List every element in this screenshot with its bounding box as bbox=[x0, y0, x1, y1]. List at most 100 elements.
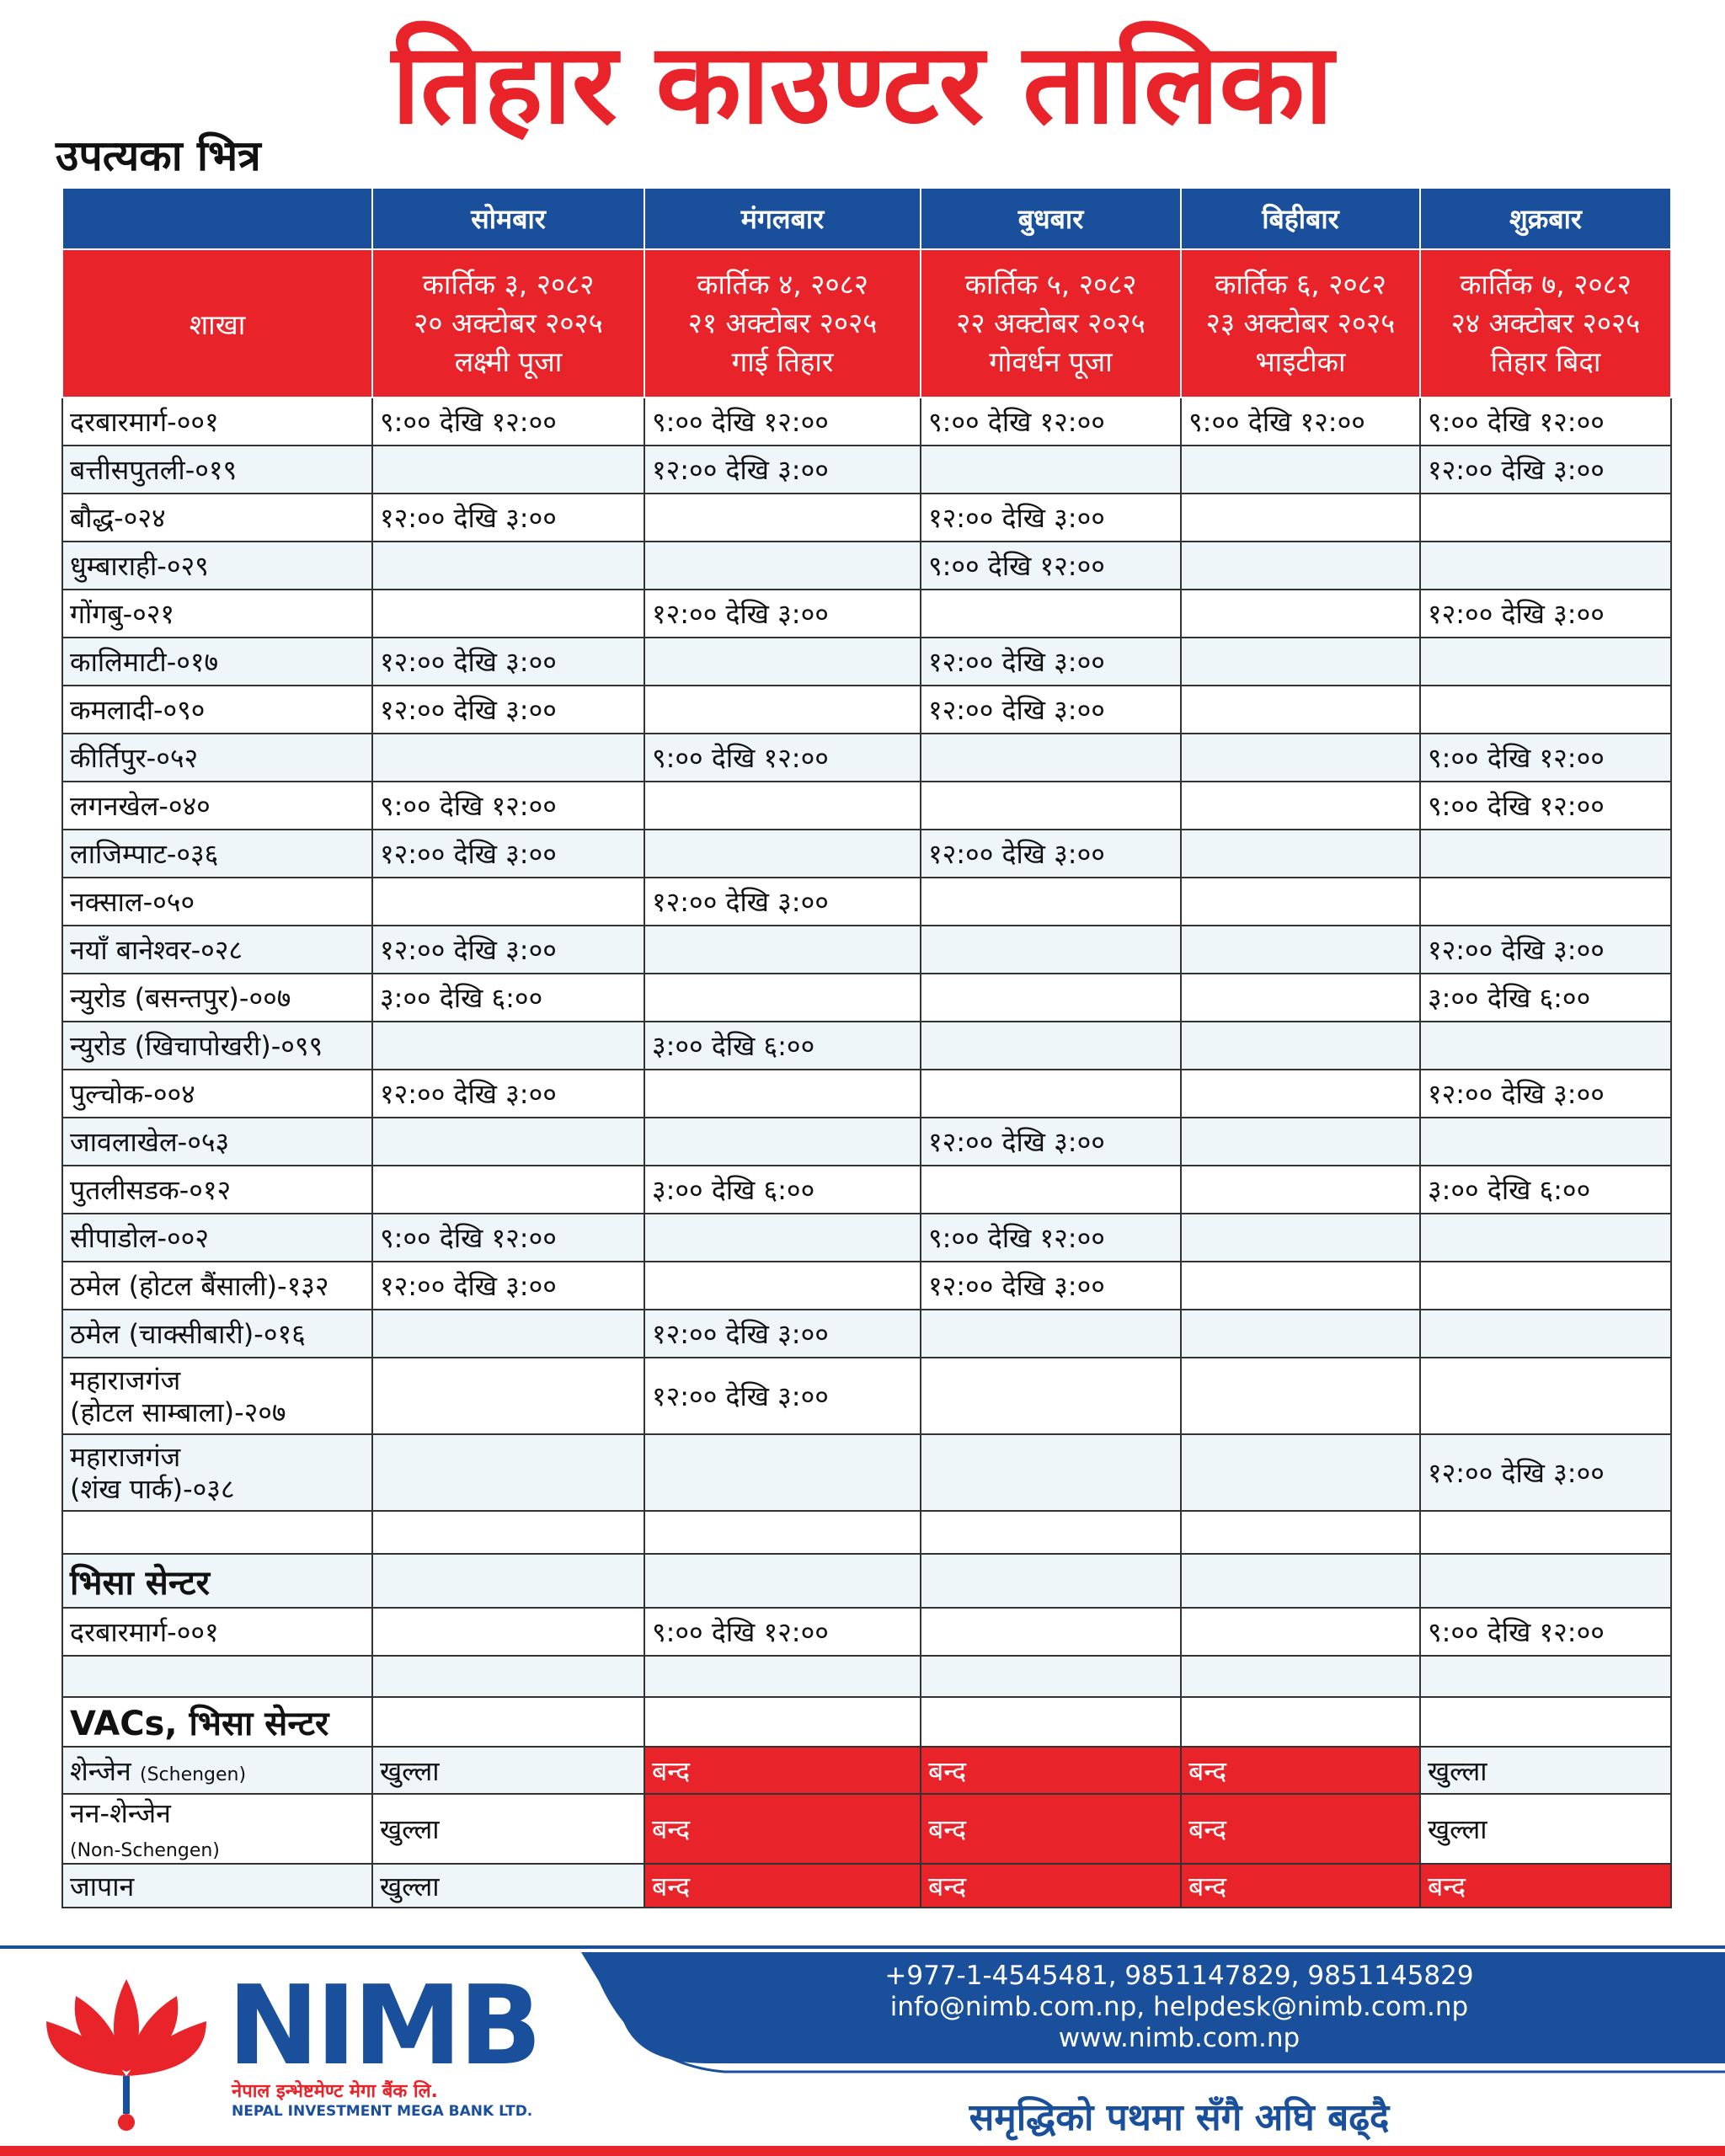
empty-cell bbox=[644, 637, 921, 686]
date-line: २१ अक्टोबर २०२५ bbox=[687, 307, 878, 339]
table-row: धुम्बाराही-०२९ ९:०० देखि १२:०० bbox=[61, 541, 1672, 590]
branch-name: बौद्ध-०२४ bbox=[61, 493, 373, 542]
empty-cell bbox=[1180, 781, 1421, 830]
time-cell: ३:०० देखि ६:०० bbox=[644, 1021, 921, 1070]
empty-cell bbox=[644, 1433, 921, 1512]
empty-cell bbox=[1180, 1069, 1421, 1118]
branch-name: कालिमाटी-०१७ bbox=[61, 637, 373, 686]
empty-cell bbox=[920, 877, 1182, 926]
table-row bbox=[61, 1510, 1672, 1555]
table-row: पुतलीसडक-०१२ ३:०० देखि ६:०० ३:०० देखि ६:०० bbox=[61, 1165, 1672, 1214]
time-cell: १२:०० देखि ३:०० bbox=[1419, 925, 1672, 974]
empty-cell bbox=[1180, 685, 1421, 734]
empty-cell bbox=[1180, 1117, 1421, 1166]
status-cell: खुल्ला bbox=[1419, 1793, 1672, 1865]
date-header: कार्तिक ७, २०८२ २४ अक्टोबर २०२५ तिहार बिदा bbox=[1419, 248, 1672, 398]
empty-cell bbox=[61, 1655, 373, 1698]
time-cell: १२:०० देखि ३:०० bbox=[371, 493, 645, 542]
time-cell: १२:०० देखि ३:०० bbox=[644, 589, 921, 638]
status-cell: खुल्ला bbox=[371, 1863, 645, 1908]
time-cell: १२:०० देखि ३:०० bbox=[371, 925, 645, 974]
empty-cell bbox=[371, 1433, 645, 1512]
empty-cell bbox=[1180, 1696, 1421, 1748]
branch-header: शाखा bbox=[61, 248, 373, 398]
website: www.nimb.com.np bbox=[1058, 2023, 1300, 2053]
empty-cell bbox=[1419, 541, 1672, 590]
status-cell: बन्द bbox=[1180, 1793, 1421, 1865]
empty-cell bbox=[371, 589, 645, 638]
table-row: जावलाखेल-०५३ १२:०० देखि ३:०० bbox=[61, 1117, 1672, 1166]
empty-cell bbox=[920, 589, 1182, 638]
empty-cell bbox=[1419, 877, 1672, 926]
time-cell: १२:०० देखि ३:०० bbox=[644, 1309, 921, 1358]
empty-cell bbox=[644, 685, 921, 734]
empty-cell bbox=[1180, 877, 1421, 926]
empty-cell bbox=[371, 1309, 645, 1358]
footer-rule bbox=[0, 1945, 1725, 1949]
bank-name-np: नेपाल इन्भेष्टमेण्ट मेगा बैंक लि. bbox=[232, 2081, 438, 2102]
empty-cell bbox=[1419, 1655, 1672, 1698]
empty-cell bbox=[1180, 1021, 1421, 1070]
table-row: नन-शेन्जेन (Non-Schengen) खुल्ला बन्द बन्द बन… bbox=[61, 1793, 1672, 1865]
empty-cell bbox=[1419, 1213, 1672, 1262]
time-cell: १२:०० देखि ३:०० bbox=[644, 445, 921, 494]
empty-cell bbox=[920, 1021, 1182, 1070]
branch-name: कमलादी-०९० bbox=[61, 685, 373, 734]
empty-cell bbox=[920, 973, 1182, 1022]
branch-name: महाराजगंज (शंख पार्क)-०३८ bbox=[61, 1433, 373, 1512]
time-cell: ९:०० देखि १२:०० bbox=[644, 733, 921, 782]
empty-cell bbox=[371, 445, 645, 494]
schedule-table: सोमबार मंगलबार बुधबार बिहीबार शुक्रबार शाखा का… bbox=[61, 187, 1672, 1908]
time-cell: १२:०० देखि ३:०० bbox=[371, 1069, 645, 1118]
slogan: समृद्धिको पथमा सँगै अघि बढ्दै bbox=[969, 2096, 1390, 2139]
empty-cell bbox=[1419, 685, 1672, 734]
time-cell: १२:०० देखि ३:०० bbox=[920, 1117, 1182, 1166]
empty-cell bbox=[644, 973, 921, 1022]
time-cell: १२:०० देखि ३:०० bbox=[371, 637, 645, 686]
empty-cell bbox=[920, 781, 1182, 830]
time-cell: ९:०० देखि १२:०० bbox=[371, 1213, 645, 1262]
date-line: गोवर्धन पूजा bbox=[989, 345, 1113, 378]
day-header: शुक्रबार bbox=[1419, 187, 1672, 250]
date-line: कार्तिक ४, २०८२ bbox=[697, 268, 868, 301]
empty-cell bbox=[371, 733, 645, 782]
footer-strip bbox=[0, 2146, 1725, 2156]
empty-cell bbox=[1419, 1357, 1672, 1435]
empty-cell bbox=[920, 445, 1182, 494]
empty-cell bbox=[920, 1357, 1182, 1435]
title: तिहार काउण्टर तालिका bbox=[392, 19, 1333, 149]
empty-cell bbox=[1180, 1607, 1421, 1657]
table-body: दरबारमार्ग-००१ ९:०० देखि १२:०० ९:०० देखि १… bbox=[61, 397, 1672, 1908]
date-line: कार्तिक ५, २०८२ bbox=[964, 268, 1137, 301]
footer-banner bbox=[581, 1952, 1725, 2063]
table-row: महाराजगंज (होटल साम्बाला)-२०७ १२:०० देखि … bbox=[61, 1357, 1672, 1435]
status-cell: बन्द bbox=[920, 1793, 1182, 1865]
empty-cell bbox=[1180, 493, 1421, 542]
table-row: गोंगबु-०२१ १२:०० देखि ३:०० १२:०० देखि ३:०० bbox=[61, 589, 1672, 638]
empty-cell bbox=[644, 541, 921, 590]
empty-cell bbox=[1419, 1117, 1672, 1166]
vac-name-text: नन-शेन्जेन bbox=[70, 1797, 171, 1829]
empty-cell bbox=[371, 1607, 645, 1657]
phone: +977-1-4545481, 9851147829, 9851145829 bbox=[884, 1961, 1474, 1991]
table-row: कमलादी-०९० १२:०० देखि ३:०० १२:०० देखि ३:०० bbox=[61, 685, 1672, 734]
table-row: कीर्तिपुर-०५२ ९:०० देखि १२:०० ९:०० देखि १२… bbox=[61, 733, 1672, 782]
time-cell: ९:०० देखि १२:०० bbox=[920, 1213, 1182, 1262]
empty-cell bbox=[371, 877, 645, 926]
time-cell: ३:०० देखि ६:०० bbox=[1419, 1165, 1672, 1214]
empty-cell bbox=[371, 541, 645, 590]
empty-cell bbox=[644, 1261, 921, 1310]
status-cell: बन्द bbox=[1419, 1863, 1672, 1908]
table-row: दरबारमार्ग-००१ ९:०० देखि १२:०० ९:०० देखि १… bbox=[61, 1607, 1672, 1657]
empty-cell bbox=[1419, 637, 1672, 686]
time-cell: ९:०० देखि १२:०० bbox=[644, 1607, 921, 1657]
empty-cell bbox=[644, 1553, 921, 1609]
time-cell: ९:०० देखि १२:०० bbox=[1419, 397, 1672, 446]
vac-name-text: जापान bbox=[70, 1870, 135, 1903]
date-line: गाई तिहार bbox=[731, 345, 834, 378]
branch-name: महाराजगंज (होटल साम्बाला)-२०७ bbox=[61, 1357, 373, 1435]
empty-cell bbox=[920, 1069, 1182, 1118]
vac-name: जापान bbox=[61, 1863, 373, 1908]
empty-cell bbox=[371, 1510, 645, 1555]
vac-name: नन-शेन्जेन (Non-Schengen) bbox=[61, 1793, 373, 1865]
